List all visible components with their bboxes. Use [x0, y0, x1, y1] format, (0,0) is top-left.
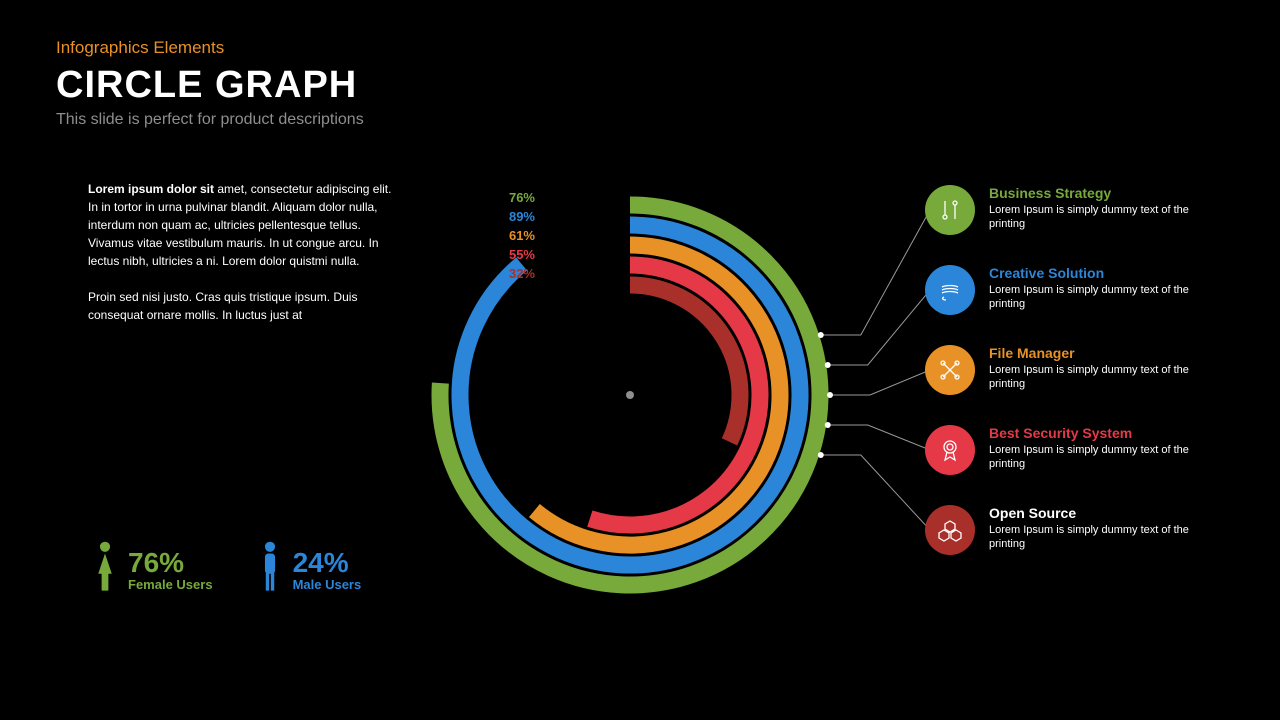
- paragraph-2: Proin sed nisi justo. Cras quis tristiqu…: [88, 288, 393, 324]
- ring-label: 89%: [495, 207, 535, 226]
- female-pct: 76%: [128, 547, 213, 579]
- eyebrow: Infographics Elements: [56, 38, 364, 58]
- page-title: CIRCLE GRAPH: [56, 64, 364, 107]
- feature-item: Open Source Lorem Ipsum is simply dummy t…: [925, 505, 1220, 555]
- feature-title: File Manager: [989, 345, 1220, 361]
- cubes-icon: [925, 505, 975, 555]
- male-icon: [253, 540, 287, 599]
- award-icon: [925, 425, 975, 475]
- female-icon: [88, 540, 122, 599]
- paragraph-1: Lorem ipsum dolor sit amet, consectetur …: [88, 180, 393, 270]
- pencils-icon: [925, 345, 975, 395]
- feature-item: Business Strategy Lorem Ipsum is simply d…: [925, 185, 1220, 235]
- tools-icon: [925, 185, 975, 235]
- feature-desc: Lorem Ipsum is simply dummy text of the …: [989, 283, 1220, 312]
- feature-list: Business Strategy Lorem Ipsum is simply d…: [925, 185, 1220, 585]
- ring-label: 55%: [495, 245, 535, 264]
- users-block: 76% Female Users 24% Male Users: [88, 540, 361, 599]
- ring-label: 61%: [495, 226, 535, 245]
- paragraph-1-lead: Lorem ipsum dolor sit: [88, 182, 214, 196]
- subtitle: This slide is perfect for product descri…: [56, 111, 364, 129]
- feature-desc: Lorem Ipsum is simply dummy text of the …: [989, 443, 1220, 472]
- feature-desc: Lorem Ipsum is simply dummy text of the …: [989, 523, 1220, 552]
- body-copy: Lorem ipsum dolor sit amet, consectetur …: [88, 180, 393, 342]
- header: Infographics Elements CIRCLE GRAPH This …: [56, 38, 364, 129]
- stack-icon: [925, 265, 975, 315]
- circle-graph: [420, 185, 840, 605]
- female-users: 76% Female Users: [88, 540, 213, 599]
- female-label: Female Users: [128, 577, 213, 592]
- feature-item: Creative Solution Lorem Ipsum is simply d…: [925, 265, 1220, 315]
- feature-title: Open Source: [989, 505, 1220, 521]
- feature-title: Best Security System: [989, 425, 1220, 441]
- feature-title: Business Strategy: [989, 185, 1220, 201]
- male-pct: 24%: [293, 547, 362, 579]
- feature-desc: Lorem Ipsum is simply dummy text of the …: [989, 203, 1220, 232]
- feature-item: Best Security System Lorem Ipsum is simpl…: [925, 425, 1220, 475]
- feature-item: File Manager Lorem Ipsum is simply dummy …: [925, 345, 1220, 395]
- feature-desc: Lorem Ipsum is simply dummy text of the …: [989, 363, 1220, 392]
- ring-label: 76%: [495, 188, 535, 207]
- ring-labels: 76%89%61%55%32%: [495, 188, 535, 283]
- feature-title: Creative Solution: [989, 265, 1220, 281]
- male-label: Male Users: [293, 577, 362, 592]
- ring-label: 32%: [495, 264, 535, 283]
- male-users: 24% Male Users: [253, 540, 362, 599]
